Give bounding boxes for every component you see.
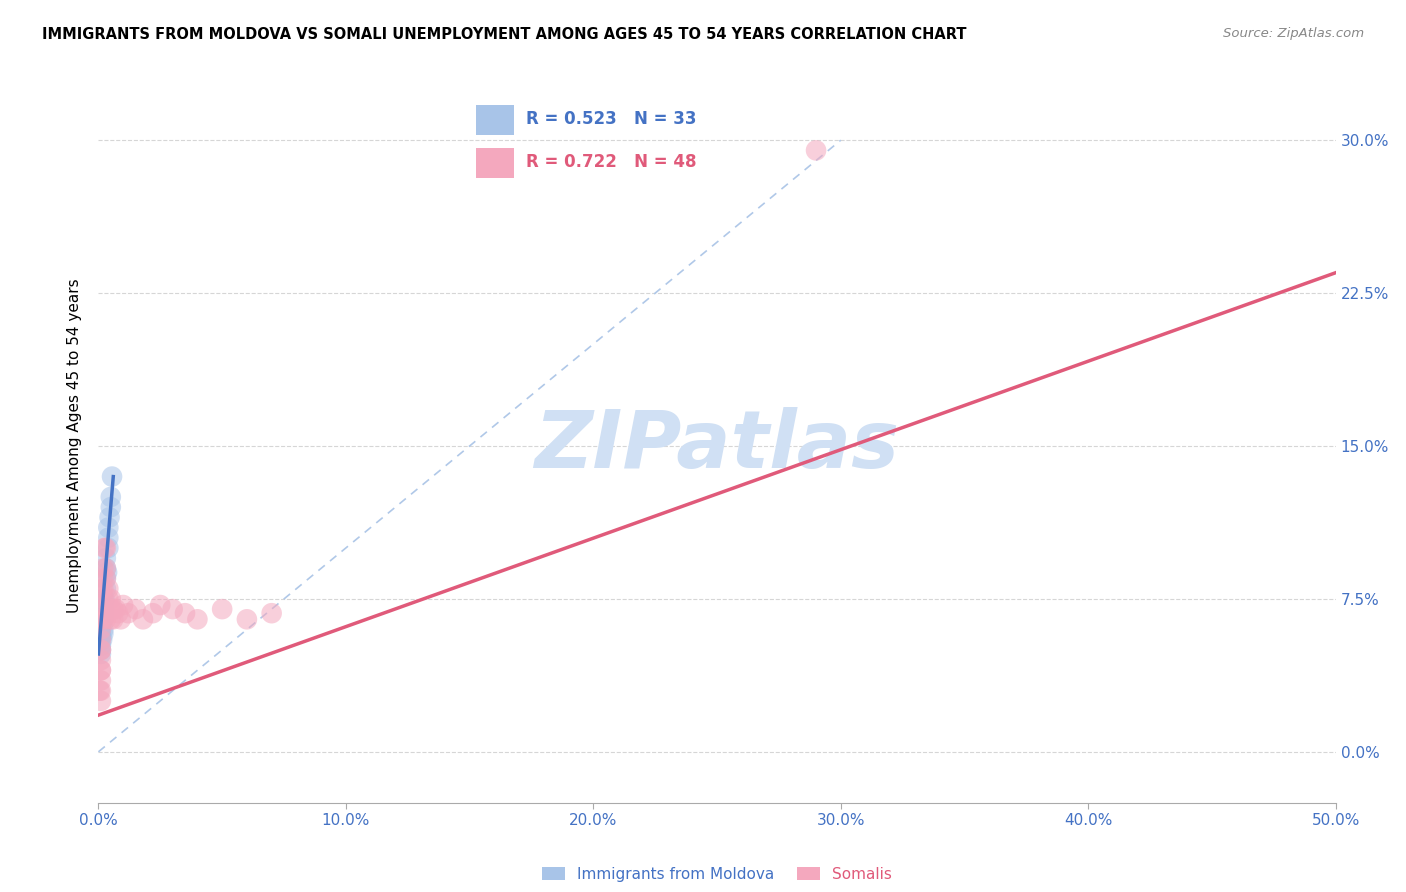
- Point: [97, 531, 120, 545]
- Point: [90, 643, 112, 657]
- Point: [97, 591, 120, 606]
- Point: [90, 663, 112, 677]
- Text: IMMIGRANTS FROM MOLDOVA VS SOMALI UNEMPLOYMENT AMONG AGES 45 TO 54 YEARS CORRELA: IMMIGRANTS FROM MOLDOVA VS SOMALI UNEMPL…: [42, 27, 967, 42]
- Point: [97, 582, 120, 596]
- Point: [93, 612, 115, 626]
- Point: [90, 683, 112, 698]
- Point: [90, 629, 112, 643]
- Point: [91, 602, 114, 616]
- Point: [804, 144, 827, 158]
- Point: [260, 606, 283, 620]
- Point: [103, 612, 125, 626]
- Point: [94, 551, 117, 566]
- Point: [117, 606, 139, 620]
- Point: [98, 510, 121, 524]
- Point: [93, 623, 115, 637]
- Point: [132, 612, 155, 626]
- Point: [91, 612, 114, 626]
- Point: [90, 643, 112, 657]
- Point: [93, 591, 115, 606]
- Point: [110, 612, 132, 626]
- Point: [93, 561, 115, 575]
- Point: [93, 591, 115, 606]
- Y-axis label: Unemployment Among Ages 45 to 54 years: Unemployment Among Ages 45 to 54 years: [67, 278, 83, 614]
- Point: [90, 639, 112, 653]
- Point: [149, 598, 172, 612]
- Point: [124, 602, 146, 616]
- Point: [90, 643, 112, 657]
- Point: [94, 582, 117, 596]
- Point: [162, 602, 184, 616]
- Point: [91, 632, 114, 647]
- Point: [90, 632, 112, 647]
- Point: [90, 694, 112, 708]
- Point: [93, 598, 115, 612]
- Point: [94, 612, 117, 626]
- Point: [90, 632, 112, 647]
- Point: [93, 602, 115, 616]
- Point: [94, 561, 117, 575]
- Point: [91, 582, 114, 596]
- Point: [97, 520, 120, 534]
- Point: [93, 541, 115, 555]
- Point: [94, 572, 117, 586]
- Text: R = 0.523   N = 33: R = 0.523 N = 33: [526, 110, 696, 128]
- Point: [100, 602, 122, 616]
- Point: [93, 602, 115, 616]
- Point: [211, 602, 233, 616]
- Point: [97, 541, 120, 555]
- Point: [90, 647, 112, 661]
- Point: [90, 623, 112, 637]
- Point: [100, 612, 122, 626]
- Point: [93, 612, 115, 626]
- Point: [90, 673, 112, 688]
- Point: [100, 591, 122, 606]
- Point: [174, 606, 197, 620]
- Point: [90, 623, 112, 637]
- Point: [112, 598, 135, 612]
- Point: [100, 500, 122, 515]
- Point: [93, 626, 115, 640]
- Point: [104, 602, 127, 616]
- Point: [93, 591, 115, 606]
- Point: [100, 490, 122, 504]
- Point: [90, 623, 112, 637]
- Point: [101, 469, 124, 483]
- Point: [103, 602, 125, 616]
- Point: [90, 612, 112, 626]
- Point: [96, 566, 118, 580]
- Point: [94, 561, 117, 575]
- Point: [94, 572, 117, 586]
- Point: [90, 653, 112, 667]
- Text: ZIPatlas: ZIPatlas: [534, 407, 900, 485]
- Text: Source: ZipAtlas.com: Source: ZipAtlas.com: [1223, 27, 1364, 40]
- Text: R = 0.722   N = 48: R = 0.722 N = 48: [526, 153, 696, 171]
- Point: [94, 541, 117, 555]
- Point: [142, 606, 165, 620]
- Point: [90, 663, 112, 677]
- FancyBboxPatch shape: [475, 148, 515, 178]
- Point: [89, 683, 111, 698]
- Point: [93, 606, 115, 620]
- Point: [93, 572, 115, 586]
- Point: [90, 626, 112, 640]
- Point: [236, 612, 259, 626]
- FancyBboxPatch shape: [475, 105, 515, 135]
- Point: [186, 612, 208, 626]
- Point: [107, 606, 129, 620]
- Point: [91, 602, 114, 616]
- Point: [89, 632, 111, 647]
- Point: [90, 612, 112, 626]
- Legend: Immigrants from Moldova, Somalis: Immigrants from Moldova, Somalis: [536, 861, 898, 888]
- Point: [93, 582, 115, 596]
